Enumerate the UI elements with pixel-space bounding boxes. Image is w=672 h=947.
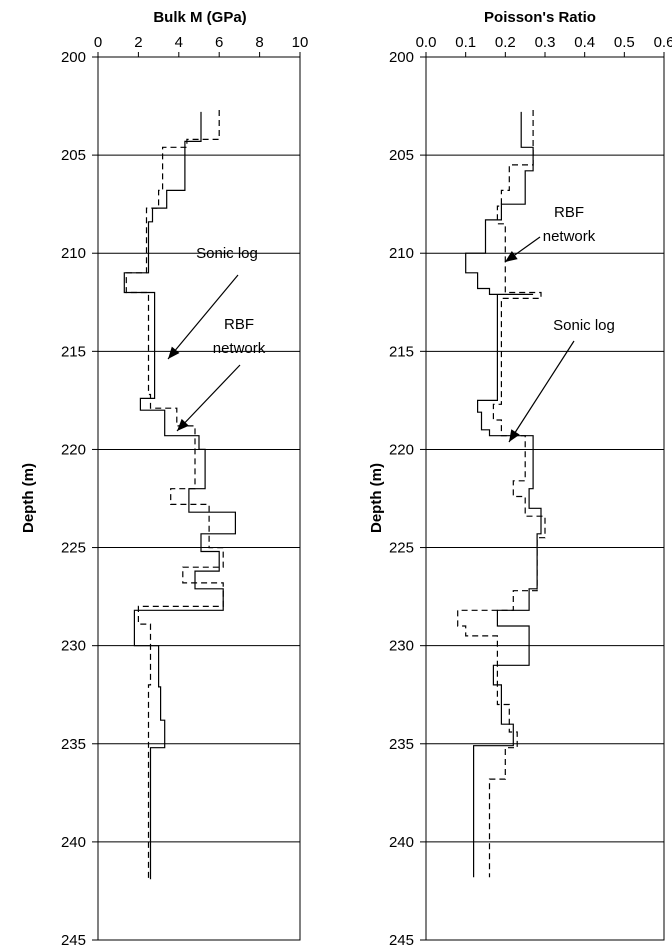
y-tick-label: 220 — [61, 441, 86, 458]
y-tick-label: 230 — [389, 638, 414, 655]
x-tick-label: 2 — [134, 34, 142, 51]
y-tick-label: 240 — [389, 834, 414, 851]
y-tick-label: 235 — [389, 736, 414, 753]
y-tick-label: 245 — [389, 932, 414, 947]
y-tick-label: 210 — [389, 245, 414, 262]
annotation-label: network — [543, 228, 596, 245]
chart-panel-2: Poisson's Ratio Depth (m) 200 205 210 215 220 2… — [368, 9, 672, 947]
series-line-solid — [123, 111, 236, 880]
annotation-arrow-head — [505, 250, 518, 262]
y-tick-label: 215 — [389, 343, 414, 360]
y-tick-label: 200 — [389, 49, 414, 66]
y-tick-label: 215 — [61, 343, 86, 360]
annotation-arrow-head — [509, 429, 520, 442]
series-line-solid — [465, 111, 542, 878]
chart-panel-1: Bulk M (GPa)Depth (m)2002052102152202252… — [20, 9, 308, 947]
y-tick-label: 220 — [389, 441, 414, 458]
annotation-label: Sonic log — [196, 245, 258, 262]
annotation-label: RBF — [554, 204, 584, 221]
x-tick-label: 4 — [175, 34, 183, 51]
x-tick-label: 0.3 — [535, 34, 556, 51]
annotation-arrow-shaft — [167, 274, 239, 360]
y-tick-label: 205 — [389, 147, 414, 164]
y-tick-label: 225 — [61, 540, 86, 557]
x-tick-label: 8 — [255, 34, 263, 51]
y-tick-label: 205 — [61, 147, 86, 164]
y-axis-label: Depth (m) — [368, 463, 385, 533]
annotation-label: Sonic log — [553, 317, 615, 334]
y-tick-label: 210 — [61, 245, 86, 262]
annotation-arrow-head — [168, 346, 180, 359]
y-tick-label: 225 — [389, 540, 414, 557]
x-tick-label: 0.0 — [416, 34, 437, 51]
y-tick-label: 245 — [61, 932, 86, 947]
x-tick-label: 10 — [292, 34, 309, 51]
x-tick-label: 0.4 — [574, 34, 595, 51]
plot-frame — [97, 56, 301, 941]
series-line-dashed — [457, 110, 546, 878]
annotation-arrow-shaft — [176, 364, 241, 432]
annotation-label: RBF — [224, 316, 254, 333]
annotation-arrow-head — [177, 418, 189, 431]
y-tick-label: 240 — [61, 834, 86, 851]
x-tick-label: 6 — [215, 34, 223, 51]
series-line-dashed — [125, 110, 224, 880]
y-axis-label: Depth (m) — [20, 463, 37, 533]
x-tick-label: 0.2 — [495, 34, 516, 51]
chart-title: Poisson's Ratio — [484, 9, 596, 26]
x-tick-label: 0.5 — [614, 34, 635, 51]
y-tick-label: 200 — [61, 49, 86, 66]
chart-title: Bulk M (GPa) — [153, 9, 246, 26]
plot-frame — [425, 56, 665, 941]
y-tick-label: 230 — [61, 638, 86, 655]
x-tick-label: 0 — [94, 34, 102, 51]
annotation-label: network — [213, 340, 266, 357]
annotation-arrow-shaft — [508, 340, 575, 443]
y-tick-label: 235 — [61, 736, 86, 753]
x-tick-label: 0.1 — [455, 34, 476, 51]
x-tick-label: 0.6 — [654, 34, 672, 51]
